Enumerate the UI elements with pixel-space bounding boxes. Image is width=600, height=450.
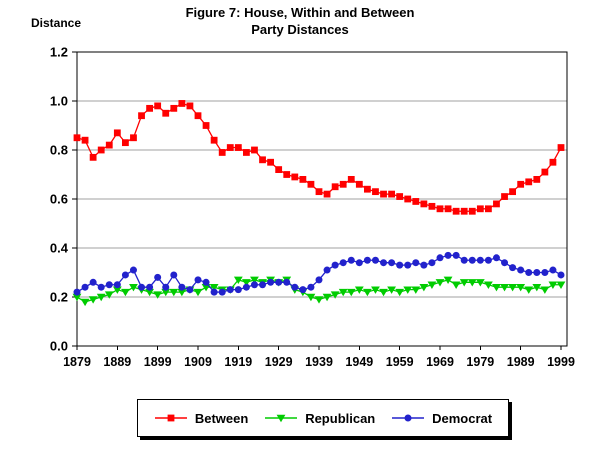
legend-item-republican: Republican <box>264 411 375 426</box>
legend-item-between: Between <box>154 411 248 426</box>
x-axis-tick-label: 1889 <box>103 355 131 369</box>
democrat-series-marker-icon <box>391 412 425 424</box>
series-between <box>73 100 565 215</box>
legend-label-democrat: Democrat <box>432 410 493 426</box>
y-axis-tick-label: 0.2 <box>50 290 68 305</box>
y-axis-tick-label: 0.8 <box>50 143 68 158</box>
figure-title-line1: Figure 7: House, Within and Between <box>185 5 415 20</box>
x-axis-tick-label: 1999 <box>547 355 575 369</box>
y-axis-tick-label: 1.2 <box>50 45 68 60</box>
y-axis-tick-label: 0.4 <box>50 241 69 256</box>
x-axis-tick-label: 1969 <box>426 355 454 369</box>
figure-title-line2: Party Distances <box>251 21 349 37</box>
x-axis-tick-label: 1979 <box>466 355 494 369</box>
x-axis-tick-label: 1929 <box>265 355 293 369</box>
y-axis-tick-label: 0.0 <box>50 339 68 354</box>
y-axis-title: Distance <box>31 16 82 30</box>
x-axis-tick-label: 1959 <box>386 355 414 369</box>
between-series-marker-icon <box>154 412 188 424</box>
x-axis-tick-label: 1909 <box>184 355 212 369</box>
y-axis-tick-label: 0.6 <box>50 192 68 207</box>
legend: Between Republican Democrat <box>137 399 509 437</box>
x-axis-tick-label: 1989 <box>507 355 535 369</box>
legend-label-between: Between <box>194 410 249 426</box>
x-axis-tick-label: 1949 <box>345 355 373 369</box>
x-axis-tick-label: 1939 <box>305 355 333 369</box>
line-chart: 0.0 0.2 0.4 0.6 0.8 1.0 1.2 1879 1889 1899 1909 191… <box>50 45 575 370</box>
legend-label-republican: Republican <box>305 410 376 426</box>
x-axis-tick-label: 1879 <box>63 355 91 369</box>
x-axis-tick-label: 1919 <box>224 355 252 369</box>
figure-title: Figure 7: House, Within and Between Part… <box>0 5 600 39</box>
series-democrat <box>73 251 565 296</box>
republican-series-marker-icon <box>264 412 298 424</box>
y-axis-tick-label: 1.0 <box>50 94 68 109</box>
legend-item-democrat: Democrat <box>391 411 492 426</box>
x-axis-tick-label: 1899 <box>144 355 172 369</box>
